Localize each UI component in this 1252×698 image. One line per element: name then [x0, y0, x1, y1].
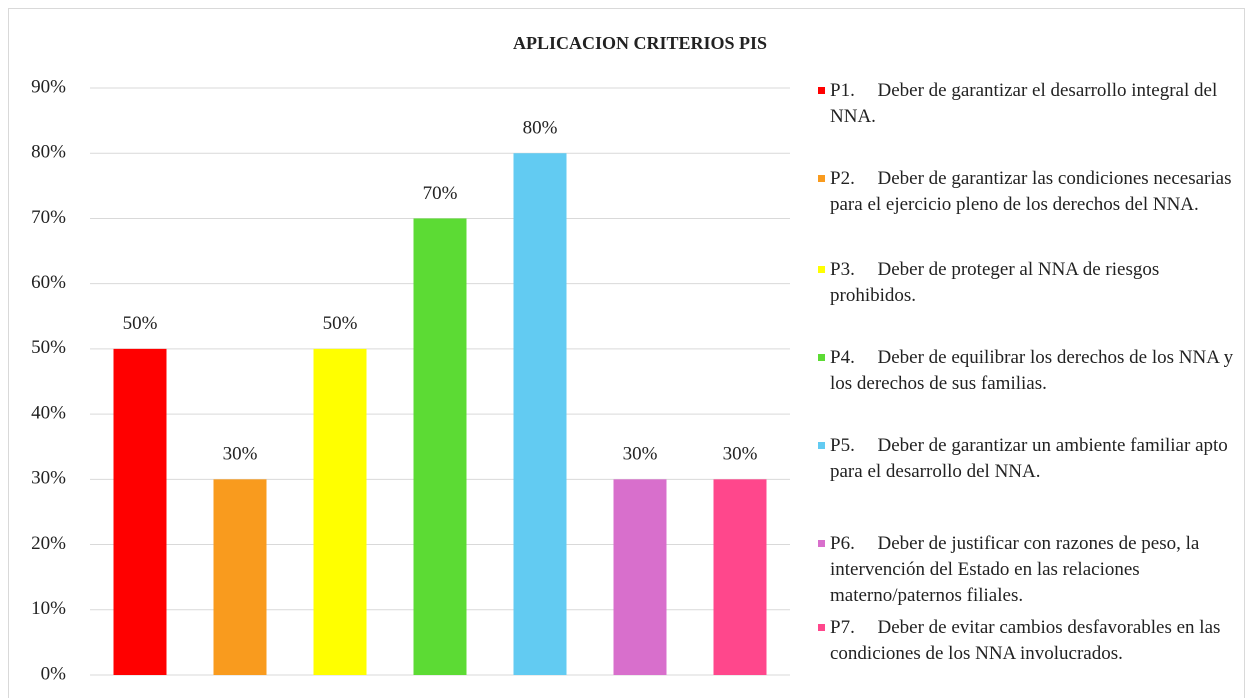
bar — [413, 218, 467, 675]
y-tick-label: 40% — [31, 402, 66, 423]
data-label: 50% — [123, 313, 158, 334]
legend-entry: P2. Deber de garantizar las condiciones … — [818, 166, 1242, 218]
bar — [113, 348, 167, 675]
y-tick-label: 80% — [31, 142, 66, 163]
data-label: 80% — [523, 118, 558, 139]
chart-title: APLICACION CRITERIOS PIS — [513, 33, 767, 53]
y-tick-label: 30% — [31, 468, 66, 489]
legend-label: P6. Deber de justificar con razones de p… — [830, 533, 1205, 606]
legend-swatch — [818, 354, 825, 361]
legend-label: P4. Deber de equilibrar los derechos de … — [830, 347, 1238, 394]
chart-border — [8, 8, 1245, 698]
bar — [613, 479, 667, 675]
legend-entry: P6. Deber de justificar con razones de p… — [818, 531, 1242, 609]
y-tick-label: 60% — [31, 272, 66, 293]
data-label: 70% — [423, 183, 458, 204]
data-label: 50% — [323, 313, 358, 334]
legend-swatch — [818, 624, 825, 631]
legend-label: P7. Deber de evitar cambios desfavorable… — [830, 617, 1226, 664]
y-tick-label: 90% — [31, 76, 66, 97]
y-tick-label: 20% — [31, 533, 66, 554]
bar — [713, 479, 767, 675]
legend-swatch — [818, 266, 825, 273]
data-label: 30% — [723, 444, 758, 465]
legend-label: P2. Deber de garantizar las condiciones … — [830, 168, 1237, 215]
bar — [313, 348, 367, 675]
y-tick-label: 0% — [41, 663, 67, 684]
legend-label: P1. Deber de garantizar el desarrollo in… — [830, 80, 1222, 127]
data-label: 30% — [223, 444, 258, 465]
legend-label: P3. Deber de proteger al NNA de riesgos … — [830, 259, 1164, 306]
y-tick-label: 10% — [31, 598, 66, 619]
legend-swatch — [818, 540, 825, 547]
y-tick-label: 50% — [31, 337, 66, 358]
data-label: 30% — [623, 444, 658, 465]
legend-entry: P3. Deber de proteger al NNA de riesgos … — [818, 257, 1242, 309]
legend-entry: P5. Deber de garantizar un ambiente fami… — [818, 433, 1242, 485]
legend-entry: P1. Deber de garantizar el desarrollo in… — [818, 78, 1242, 130]
y-tick-label: 70% — [31, 207, 66, 228]
legend-swatch — [818, 175, 825, 182]
legend-entry: P4. Deber de equilibrar los derechos de … — [818, 345, 1242, 397]
legend-entry: P7. Deber de evitar cambios desfavorable… — [818, 615, 1242, 667]
legend-label: P5. Deber de garantizar un ambiente fami… — [830, 435, 1233, 482]
legend-swatch — [818, 442, 825, 449]
bar — [213, 479, 267, 675]
legend-swatch — [818, 87, 825, 94]
bar — [513, 153, 567, 675]
